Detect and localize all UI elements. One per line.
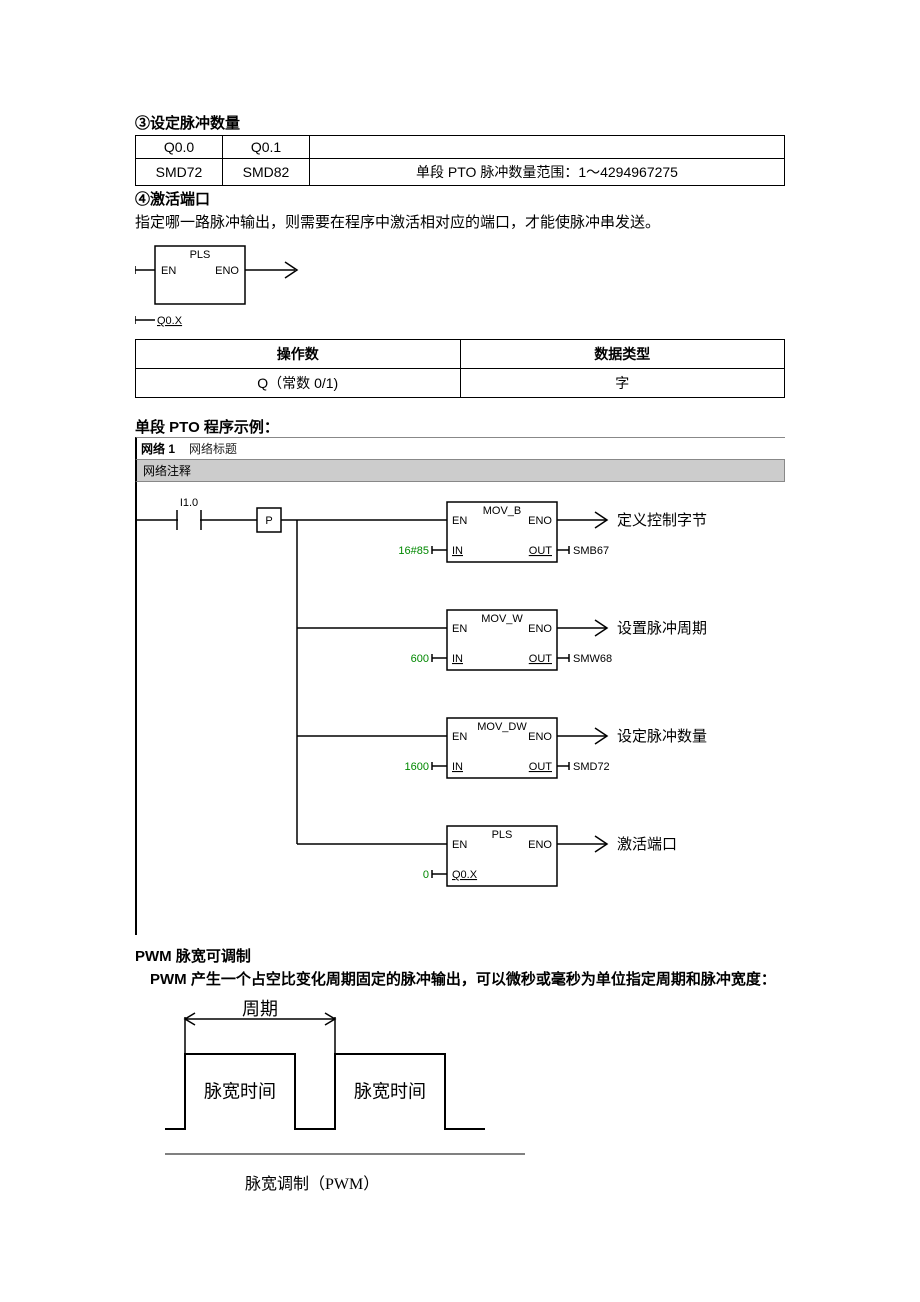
op-table-header: 数据类型: [460, 340, 785, 369]
pls-title: PLS: [190, 249, 211, 261]
table-cell: [310, 136, 785, 159]
pls-block-diagram: PLS EN ENO Q0.X: [135, 238, 785, 331]
section3-table: Q0.0 Q0.1 SMD72 SMD82 单段 PTO 脉冲数量范围：1～42…: [135, 135, 785, 186]
svg-text:I1.0: I1.0: [180, 497, 198, 509]
pwm-section: PWM 脉宽可调制 PWM 产生一个占空比变化周期固定的脉冲输出，可以微秒或毫秒…: [135, 945, 785, 1194]
svg-text:ENO: ENO: [528, 623, 552, 635]
pwm-figure: 周期脉宽时间 脉宽时间: [165, 999, 785, 1162]
svg-text:设置脉冲周期: 设置脉冲周期: [617, 620, 707, 637]
svg-text:EN: EN: [452, 839, 467, 851]
svg-text:设定脉冲数量: 设定脉冲数量: [617, 728, 707, 745]
network-comment: 网络注释: [135, 459, 785, 482]
svg-text:1600: 1600: [405, 761, 429, 773]
network-title: 网络标题: [185, 438, 241, 459]
pwm-desc-text: PWM 产生一个占空比变化周期固定的脉冲输出，可以微秒或毫秒为单位指定周期和脉冲…: [150, 971, 776, 988]
table-cell: SMD72: [136, 159, 223, 186]
svg-text:EN: EN: [452, 731, 467, 743]
svg-text:脉宽时间: 脉宽时间: [204, 1082, 276, 1102]
ladder-diagram: I1.0 P MOV_B EN ENO 定义控制字节 16#85 IN OUT SMB67 MOV_…: [135, 482, 785, 935]
page-root: ③设定脉冲数量 Q0.0 Q0.1 SMD72 SMD82 单段 PTO 脉冲数…: [0, 0, 920, 1302]
pls-eno: ENO: [215, 265, 239, 277]
svg-text:周期: 周期: [242, 999, 278, 1019]
svg-text:ENO: ENO: [528, 731, 552, 743]
svg-text:IN: IN: [452, 761, 463, 773]
svg-text:16#85: 16#85: [398, 545, 429, 557]
pls-svg: PLS EN ENO Q0.X: [135, 238, 315, 328]
svg-text:MOV_W: MOV_W: [481, 613, 523, 625]
svg-text:SMW68: SMW68: [573, 653, 612, 665]
ladder-svg: I1.0 P MOV_B EN ENO 定义控制字节 16#85 IN OUT SMB67 MOV_…: [137, 482, 787, 932]
svg-text:SMD72: SMD72: [573, 761, 610, 773]
svg-text:OUT: OUT: [529, 761, 553, 773]
op-table-header: 操作数: [136, 340, 461, 369]
pwm-desc: PWM 产生一个占空比变化周期固定的脉冲输出，可以微秒或毫秒为单位指定周期和脉冲…: [135, 968, 785, 989]
svg-text:Q0.X: Q0.X: [452, 869, 478, 881]
svg-text:脉宽时间: 脉宽时间: [354, 1082, 426, 1102]
svg-text:EN: EN: [452, 623, 467, 635]
svg-text:MOV_B: MOV_B: [483, 505, 522, 517]
svg-text:EN: EN: [452, 515, 467, 527]
svg-text:激活端口: 激活端口: [617, 836, 677, 853]
svg-text:MOV_DW: MOV_DW: [477, 721, 527, 733]
svg-text:ENO: ENO: [528, 839, 552, 851]
table-cell: SMD82: [223, 159, 310, 186]
svg-text:P: P: [265, 515, 272, 527]
svg-text:IN: IN: [452, 653, 463, 665]
op-table-cell: Q（常数 0/1): [136, 369, 461, 398]
svg-text:SMB67: SMB67: [573, 545, 609, 557]
pls-en: EN: [161, 265, 176, 277]
network-label: 网络 1: [137, 438, 185, 459]
svg-text:OUT: OUT: [529, 653, 553, 665]
pwm-heading: PWM 脉宽可调制: [135, 945, 785, 966]
svg-text:0: 0: [423, 869, 429, 881]
pls-q0x: Q0.X: [157, 315, 183, 327]
pwm-indent: [135, 971, 150, 988]
section4-desc: 指定哪一路脉冲输出，则需要在程序中激活相对应的端口，才能使脉冲串发送。: [135, 211, 785, 232]
svg-text:ENO: ENO: [528, 515, 552, 527]
example-title: 单段 PTO 程序示例：: [135, 416, 785, 437]
table-cell: 单段 PTO 脉冲数量范围：1～4294967275: [310, 159, 785, 186]
svg-text:600: 600: [411, 653, 429, 665]
svg-text:PLS: PLS: [492, 829, 513, 841]
pwm-svg: 周期脉宽时间 脉宽时间: [165, 999, 585, 1159]
section4-heading: ④激活端口: [135, 188, 785, 209]
svg-text:OUT: OUT: [529, 545, 553, 557]
pwm-caption: 脉宽调制（PWM）: [245, 1170, 785, 1194]
svg-text:定义控制字节: 定义控制字节: [617, 512, 707, 529]
op-table: 操作数 数据类型 Q（常数 0/1) 字: [135, 339, 785, 398]
section3-heading: ③设定脉冲数量: [135, 112, 785, 133]
table-cell: Q0.1: [223, 136, 310, 159]
network-header: 网络 1 网络标题: [135, 437, 785, 459]
table-cell: Q0.0: [136, 136, 223, 159]
svg-text:IN: IN: [452, 545, 463, 557]
op-table-cell: 字: [460, 369, 785, 398]
